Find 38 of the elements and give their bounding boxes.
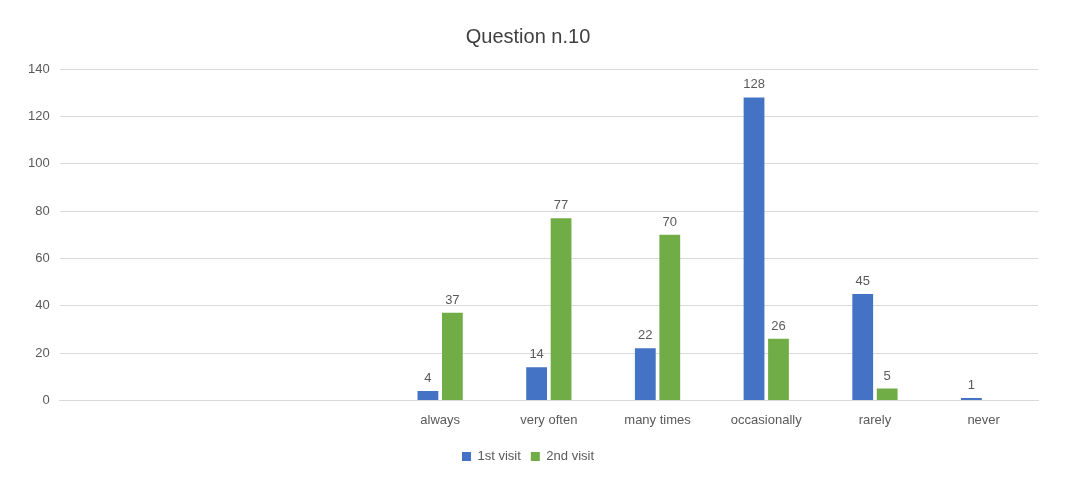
data-label: 4 [424, 370, 432, 386]
data-label: 14 [529, 346, 544, 362]
legend-label: 1st visit [477, 448, 522, 464]
data-label: 5 [883, 367, 891, 383]
bar [743, 97, 765, 400]
x-tick-label: always [420, 411, 461, 427]
bar [768, 338, 789, 400]
y-tick-label: 100 [27, 155, 50, 171]
data-label: 128 [743, 76, 765, 92]
data-label: 45 [855, 272, 870, 288]
data-label: 22 [638, 327, 653, 343]
bar [441, 312, 463, 400]
x-tick-label: many times [624, 411, 692, 427]
x-tick-label: rarely [858, 411, 892, 427]
data-label: 26 [771, 317, 786, 333]
x-tick-label: occasionally [730, 411, 803, 427]
x-tick-label: never [967, 411, 1001, 427]
data-label: 77 [553, 197, 569, 213]
bar [852, 293, 874, 400]
x-tick-label: very often [520, 411, 578, 427]
y-tick-label: 120 [27, 107, 50, 123]
bar [659, 234, 681, 400]
chart-title: Question n.10 [465, 24, 591, 47]
y-tick-label: 60 [35, 249, 50, 265]
y-tick-label: 0 [42, 391, 50, 407]
data-label: 70 [662, 213, 678, 229]
bar [876, 388, 898, 400]
y-tick-label: 20 [35, 344, 50, 360]
legend-label: 2nd visit [546, 448, 595, 464]
bar [550, 218, 572, 400]
bar [526, 367, 548, 400]
data-label: 1 [967, 377, 976, 393]
bar [634, 348, 656, 400]
data-label: 37 [445, 291, 460, 307]
y-tick-label: 140 [27, 60, 50, 76]
y-tick-label: 80 [35, 202, 50, 218]
y-tick-label: 40 [35, 297, 50, 313]
bar [417, 390, 439, 400]
